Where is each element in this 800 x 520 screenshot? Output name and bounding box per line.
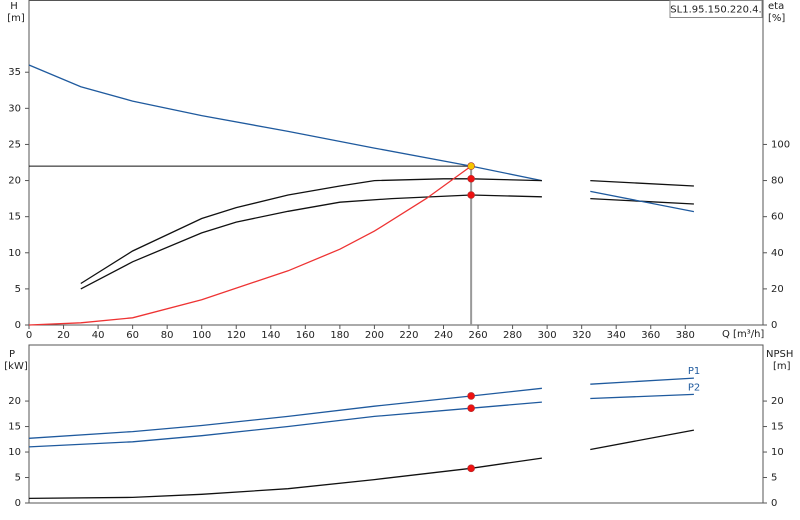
x-tick-label: 260 bbox=[468, 330, 487, 341]
x-tick-label: 280 bbox=[503, 330, 522, 341]
y2-axis-title: eta bbox=[768, 1, 784, 12]
x-tick-label: 380 bbox=[676, 330, 695, 341]
curve-label: P1 bbox=[688, 366, 700, 377]
curve bbox=[28, 387, 542, 439]
curve bbox=[28, 165, 472, 326]
x-tick-label: 120 bbox=[227, 330, 246, 341]
y-tick-label: 10 bbox=[8, 248, 21, 259]
x-tick-label: 0 bbox=[26, 330, 32, 341]
curve-label: P2 bbox=[688, 382, 700, 393]
y2-tick-label: 100 bbox=[771, 139, 790, 150]
x-tick-label: 340 bbox=[607, 330, 626, 341]
model-label: SL1.95.150.220.4. bbox=[670, 5, 761, 16]
duty-point bbox=[467, 464, 475, 473]
curve bbox=[590, 429, 695, 451]
y2-tick-label: 0 bbox=[771, 320, 777, 331]
x-tick-label: 80 bbox=[161, 330, 174, 341]
y2-tick-label: 60 bbox=[771, 212, 784, 223]
y2-axis-unit: [%] bbox=[768, 13, 785, 24]
y-tick-label: 20 bbox=[8, 176, 21, 187]
y2-tick-label: 15 bbox=[771, 422, 784, 433]
x-tick-label: 180 bbox=[330, 330, 349, 341]
y2-tick-label: 20 bbox=[771, 284, 784, 295]
y2-tick-label: 40 bbox=[771, 248, 784, 259]
y-tick-label: 35 bbox=[8, 67, 21, 78]
curve bbox=[80, 194, 542, 290]
model-box bbox=[669, 0, 763, 18]
x-tick-label: 140 bbox=[261, 330, 280, 341]
y-tick-label: 15 bbox=[8, 422, 21, 433]
x-tick-label: 220 bbox=[399, 330, 418, 341]
x-tick-label: 320 bbox=[572, 330, 591, 341]
curve bbox=[590, 377, 694, 385]
x-tick-label: 360 bbox=[641, 330, 660, 341]
curve bbox=[80, 178, 542, 285]
y2-tick-label: 5 bbox=[771, 473, 777, 484]
y2-tick-label: 20 bbox=[771, 396, 784, 407]
y-tick-label: 20 bbox=[8, 396, 21, 407]
y-tick-label: 5 bbox=[15, 284, 21, 295]
y-tick-label: 5 bbox=[15, 473, 21, 484]
y2-axis-title: NPSH bbox=[766, 349, 793, 360]
duty-point bbox=[467, 191, 475, 199]
y2-axis-unit: [m] bbox=[773, 361, 791, 372]
duty-point bbox=[467, 174, 475, 183]
curve bbox=[28, 457, 542, 500]
curve bbox=[590, 393, 694, 400]
x-tick-label: 160 bbox=[296, 330, 315, 341]
y-tick-label: 25 bbox=[8, 139, 21, 150]
x-tick-label: 40 bbox=[92, 330, 105, 341]
duty-point bbox=[467, 392, 475, 400]
curve bbox=[590, 179, 694, 187]
x-tick-label: 200 bbox=[365, 330, 384, 341]
curve bbox=[28, 401, 542, 448]
top-frame bbox=[28, 0, 764, 326]
x-tick-label: 20 bbox=[57, 330, 70, 341]
y2-tick-label: 80 bbox=[771, 176, 784, 187]
y2-tick-label: 10 bbox=[771, 447, 784, 458]
y-axis-title: P bbox=[9, 349, 15, 360]
x-axis-title: Q [m³/h] bbox=[722, 329, 764, 340]
duty-point bbox=[467, 404, 475, 413]
y-axis-unit: [m] bbox=[7, 13, 25, 24]
y2-tick-label: 0 bbox=[771, 498, 777, 509]
y-tick-label: 0 bbox=[15, 498, 21, 509]
curve bbox=[28, 64, 543, 182]
duty-point bbox=[467, 162, 475, 170]
y-tick-label: 15 bbox=[8, 212, 21, 223]
y-axis-unit: [kW] bbox=[4, 361, 28, 372]
y-axis-title: H bbox=[10, 1, 18, 12]
curve bbox=[590, 190, 695, 213]
x-tick-label: 100 bbox=[192, 330, 211, 341]
y-tick-label: 0 bbox=[15, 320, 21, 331]
x-tick-label: 240 bbox=[434, 330, 453, 341]
x-tick-label: 300 bbox=[538, 330, 557, 341]
y-tick-label: 30 bbox=[8, 103, 21, 114]
bottom-frame bbox=[28, 344, 764, 504]
x-tick-label: 60 bbox=[126, 330, 139, 341]
y-tick-label: 10 bbox=[8, 447, 21, 458]
